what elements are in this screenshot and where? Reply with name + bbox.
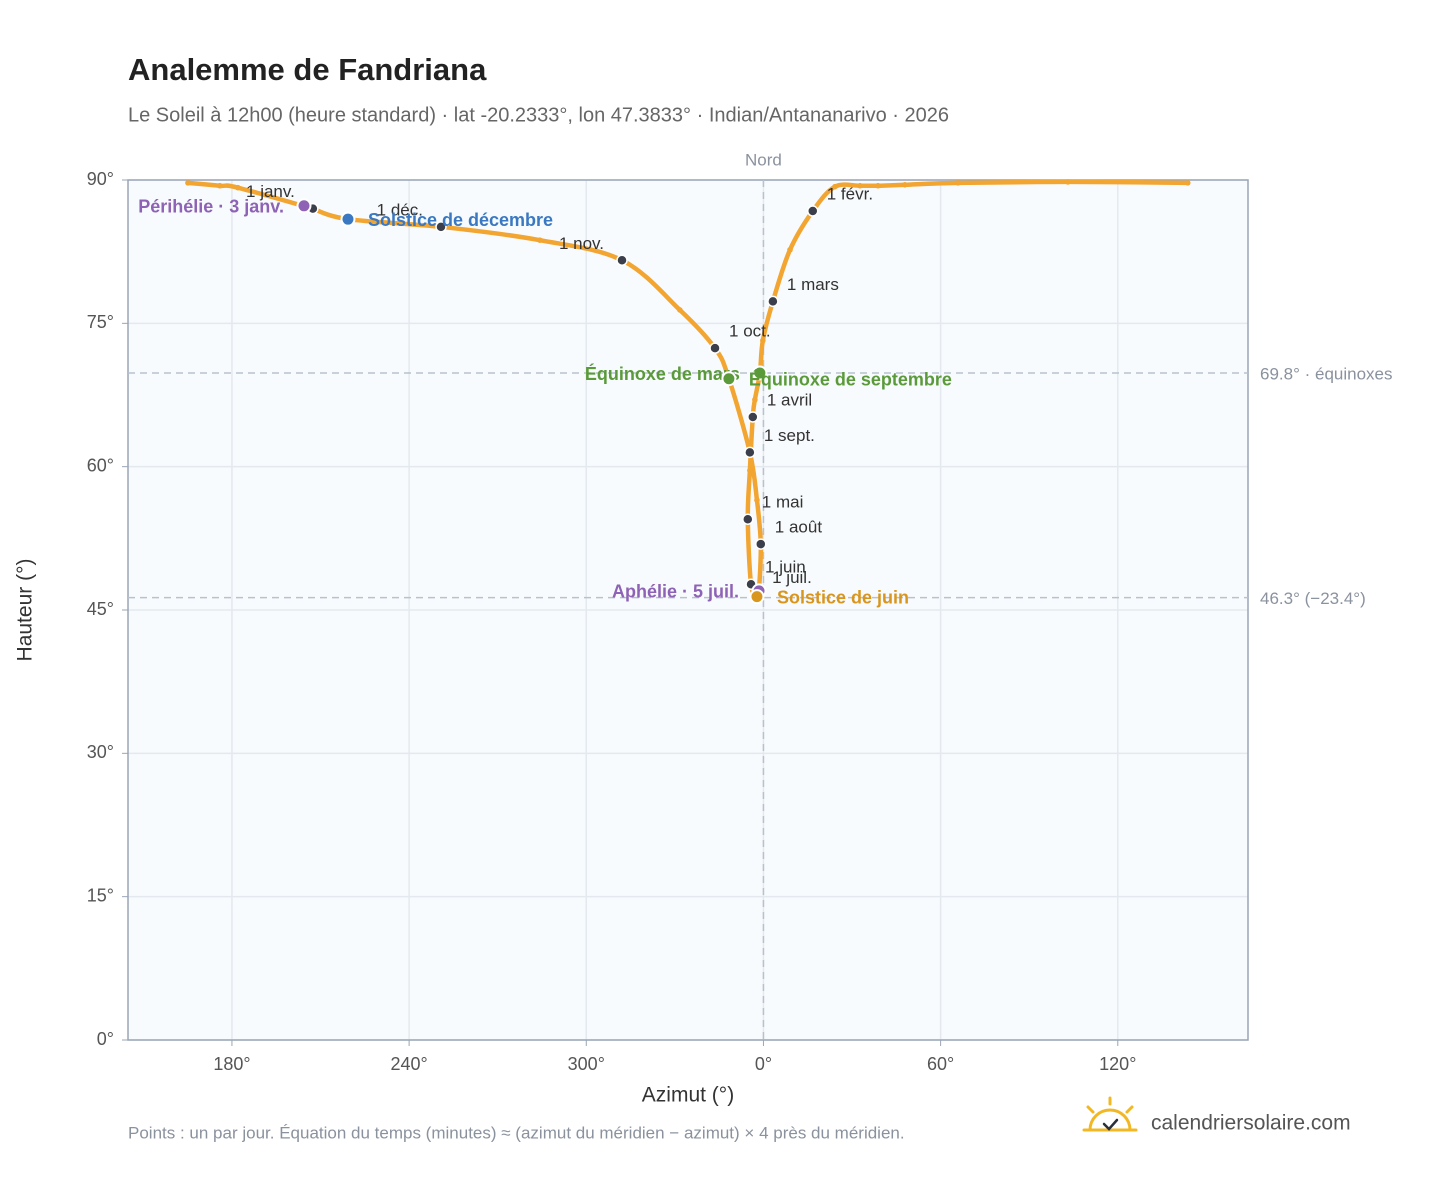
- event-label: Équinoxe de mars: [585, 363, 740, 384]
- month-label: 1 déc.: [377, 200, 423, 219]
- day-point: [235, 184, 241, 191]
- reference-label: Nord: [745, 150, 782, 169]
- brand-icon: [1082, 1096, 1138, 1132]
- y-axis-label: Hauteur (°): [14, 559, 37, 662]
- x-tick-label: 120°: [1099, 1054, 1136, 1074]
- month-label: 1 juin: [765, 558, 806, 577]
- month-label: 1 avril: [767, 390, 812, 409]
- event-label: Solstice de décembre: [368, 210, 553, 230]
- analemma-trace: [185, 180, 316, 211]
- month-label: 1 août: [775, 518, 823, 537]
- event-point: [340, 211, 356, 227]
- day-point: [787, 246, 793, 253]
- event-point: [752, 365, 768, 381]
- month-point: [744, 446, 756, 459]
- y-tick-label: 90°: [87, 169, 114, 189]
- day-point: [677, 307, 683, 313]
- day-point: [185, 180, 191, 186]
- reference-label: 46.3° (−23.4°): [1260, 589, 1366, 608]
- day-point: [902, 181, 908, 188]
- day-point: [857, 182, 863, 189]
- y-tick-label: 30°: [87, 742, 114, 762]
- x-tick-label: 240°: [390, 1054, 427, 1074]
- day-point: [760, 337, 766, 344]
- footnote: Points : un par jour. Équation du temps …: [128, 1123, 905, 1142]
- y-tick-label: 45°: [87, 599, 114, 619]
- y-tick-label: 75°: [87, 312, 114, 332]
- x-tick-label: 180°: [213, 1054, 250, 1074]
- x-tick-label: 60°: [927, 1054, 954, 1074]
- event-point: [296, 198, 312, 214]
- month-point: [767, 295, 779, 308]
- brand-name: calendriersolaire.com: [1151, 1112, 1351, 1135]
- x-axis-label: Azimut (°): [642, 1084, 734, 1107]
- month-label: 1 févr.: [827, 185, 873, 204]
- chart-subtitle: Le Soleil à 12h00 (heure standard) · lat…: [128, 104, 949, 126]
- day-point: [537, 237, 543, 243]
- day-point: [832, 183, 838, 190]
- day-point: [1065, 179, 1071, 185]
- month-label: 1 oct.: [729, 322, 771, 341]
- month-label: 1 mai: [762, 493, 804, 512]
- month-point: [747, 411, 759, 423]
- event-point: [721, 371, 737, 387]
- event-point: [749, 589, 765, 605]
- y-tick-label: 60°: [87, 455, 114, 475]
- day-point: [1184, 180, 1191, 186]
- y-tick-label: 0°: [97, 1029, 114, 1049]
- month-point: [807, 205, 819, 217]
- x-tick-label: 0°: [755, 1054, 772, 1074]
- month-point: [709, 342, 721, 354]
- month-label: 1 nov.: [559, 234, 604, 253]
- day-point: [217, 182, 223, 189]
- day-point: [955, 180, 961, 186]
- month-point: [616, 254, 628, 267]
- month-point: [435, 221, 447, 233]
- event-label: Aphélie · 5 juil.: [612, 582, 739, 602]
- month-point: [755, 538, 767, 550]
- month-label: 1 mars: [787, 275, 839, 294]
- day-point: [747, 467, 753, 474]
- day-point: [754, 497, 760, 503]
- y-tick-label: 15°: [87, 885, 114, 905]
- event-label: Solstice de juin: [777, 587, 909, 607]
- month-label: 1 janv.: [246, 182, 295, 201]
- month-point: [742, 513, 754, 525]
- month-label: 1 juil.: [772, 568, 812, 587]
- day-point: [752, 396, 758, 403]
- reference-label: 69.8° · équinoxes: [1260, 365, 1393, 384]
- event-label: Équinoxe de septembre: [749, 369, 952, 390]
- x-tick-label: 300°: [568, 1054, 605, 1074]
- month-label: 1 sept.: [764, 426, 815, 445]
- plot-border: [127, 179, 1249, 1041]
- chart-title: Analemme de Fandriana: [128, 52, 487, 87]
- day-point: [875, 182, 881, 189]
- event-label: Périhélie · 3 janv.: [138, 197, 284, 217]
